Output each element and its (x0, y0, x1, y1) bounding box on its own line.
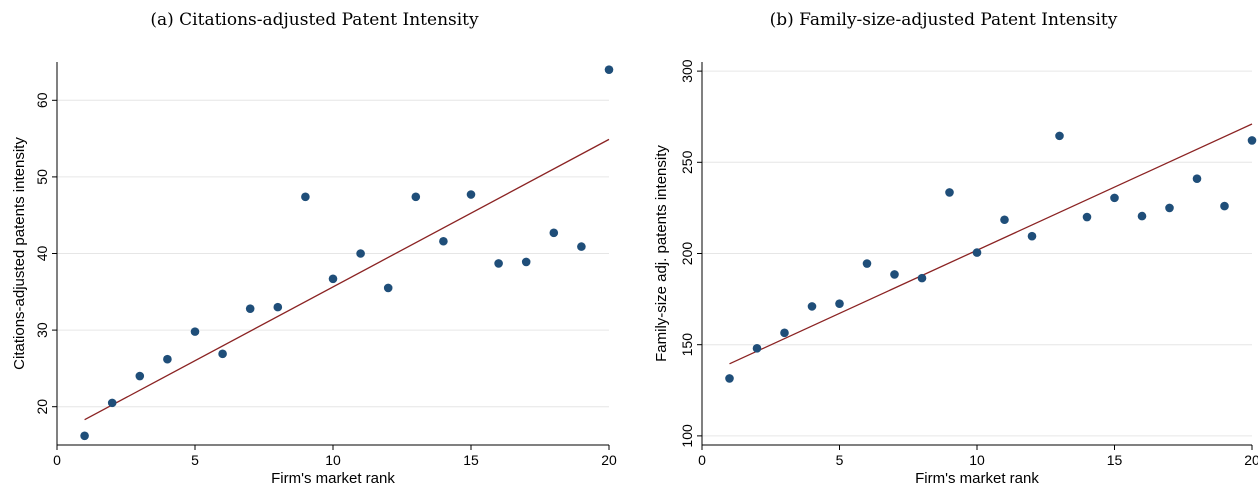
y-tick-label: 200 (679, 242, 695, 266)
data-point (577, 242, 586, 251)
data-point (1055, 131, 1064, 141)
x-axis-label: Firm's market rank (271, 470, 395, 486)
x-tick-label: 5 (836, 452, 844, 468)
data-point (273, 302, 283, 312)
y-tick-label: 100 (679, 424, 695, 448)
y-axis-label: Citations-adjusted patents intensity (11, 137, 28, 370)
data-point (411, 192, 421, 202)
y-tick-label: 150 (679, 333, 695, 357)
y-axis-label: Family-size adj. patents intensity (653, 145, 670, 362)
data-point (917, 273, 927, 283)
data-point (1082, 212, 1092, 222)
x-tick-label: 0 (53, 452, 61, 468)
x-tick-label: 20 (601, 452, 617, 468)
chart-panel-a: (a) Citations-adjusted Patent Intensity … (11, 10, 617, 486)
chart-title: (a) Citations-adjusted Patent Intensity (150, 10, 479, 30)
data-point (1220, 201, 1229, 211)
y-tick-label: 20 (34, 399, 50, 415)
y-tick-label: 40 (34, 246, 50, 262)
data-point (301, 192, 310, 202)
y-tick-label: 30 (34, 322, 50, 338)
data-point (807, 302, 817, 311)
data-point (1027, 231, 1037, 241)
data-point (1165, 203, 1174, 213)
x-tick-label: 5 (191, 452, 199, 468)
y-tick-label: 50 (34, 169, 50, 185)
data-point (549, 228, 559, 238)
data-point (835, 299, 844, 308)
data-point (328, 274, 338, 284)
y-tick-label: 250 (679, 150, 695, 174)
data-point (945, 188, 954, 197)
fit-line (84, 138, 610, 421)
data-point (725, 374, 734, 383)
scatter-plot-a: 0 5 10 15 20 20 30 40 50 60 Firm's market rank Cita… (11, 62, 617, 486)
x-tick-label: 10 (325, 452, 341, 468)
fit-line (729, 123, 1253, 365)
x-axis-label: Firm's market rank (915, 470, 1039, 486)
data-point (466, 190, 476, 199)
x-tick-label: 20 (1244, 452, 1258, 468)
x-tick-label: 0 (698, 452, 706, 468)
x-tick-label: 15 (1107, 452, 1123, 468)
data-point (383, 283, 393, 293)
y-tick-label: 60 (34, 92, 50, 108)
data-point (218, 349, 227, 359)
data-point (1110, 193, 1119, 203)
data-point (356, 249, 365, 258)
data-point (972, 248, 982, 257)
chart-panel-b: (b) Family-size-adjusted Patent Intensit… (629, 0, 1258, 486)
data-point (163, 354, 172, 364)
x-tick-label: 15 (463, 452, 479, 468)
data-point (1137, 211, 1147, 221)
data-point (1192, 174, 1202, 184)
x-tick-label: 10 (969, 452, 985, 468)
data-point (190, 327, 200, 336)
data-point (80, 431, 89, 441)
data-point (780, 328, 789, 338)
data-point (521, 257, 531, 267)
data-point (245, 304, 255, 313)
y-tick-label: 300 (679, 59, 695, 83)
data-point (1247, 136, 1257, 145)
chart-title: (b) Family-size-adjusted Patent Intensit… (769, 10, 1118, 30)
scatter-plot-b: 0 5 10 15 20 100 150 200 250 300 Firm's market ran… (653, 59, 1258, 486)
data-point (107, 398, 117, 408)
data-point (439, 236, 448, 246)
data-point (1000, 215, 1009, 225)
data-point (890, 270, 899, 279)
data-point (604, 65, 614, 74)
data-point (752, 344, 762, 353)
data-point (135, 371, 145, 381)
data-point (494, 259, 503, 268)
data-point (862, 259, 872, 268)
